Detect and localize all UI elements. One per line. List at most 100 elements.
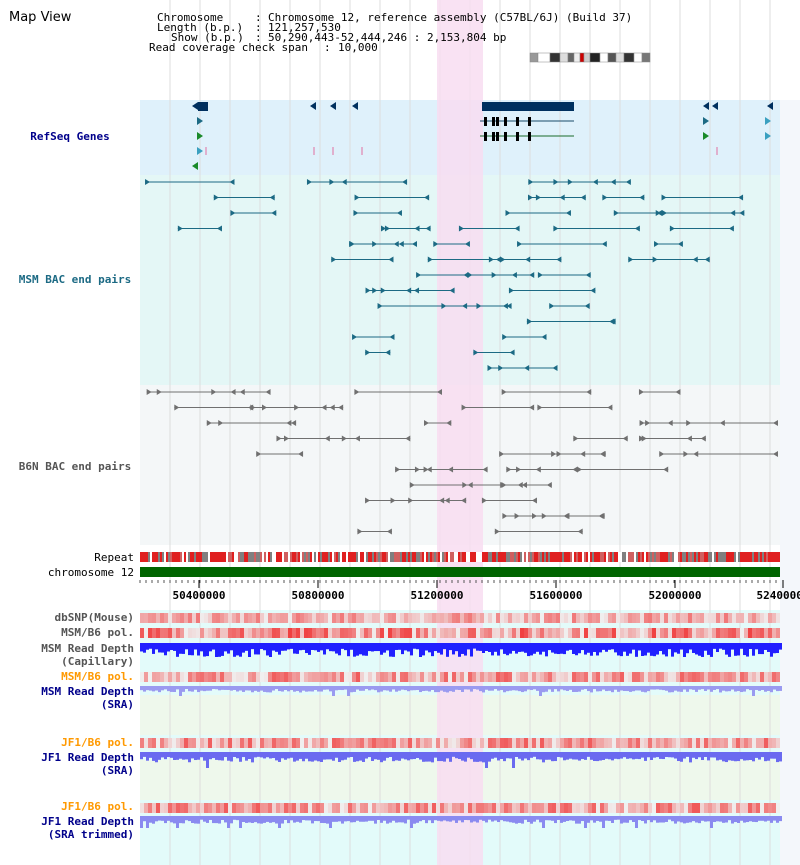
polymorphism-heat-cell xyxy=(188,803,192,813)
read-depth-bar xyxy=(263,686,266,692)
repeat-segment xyxy=(558,552,560,562)
read-depth-bar xyxy=(260,643,263,650)
read-depth-bar xyxy=(251,686,254,693)
polymorphism-heat-cell xyxy=(224,672,228,682)
repeat-segment xyxy=(282,552,284,562)
read-depth-bar xyxy=(167,752,170,758)
repeat-segment xyxy=(640,552,642,562)
read-depth-bar xyxy=(677,752,680,762)
read-depth-bar xyxy=(224,816,227,823)
polymorphism-heat-cell xyxy=(572,672,576,682)
polymorphism-heat-cell xyxy=(480,672,484,682)
polymorphism-heat-cell xyxy=(584,628,588,638)
read-depth-bar xyxy=(680,752,683,762)
b6n-bac-pair-end-icon xyxy=(256,451,262,457)
read-depth-bar xyxy=(677,686,680,692)
repeat-segment xyxy=(498,552,500,562)
read-depth-bar xyxy=(173,686,176,692)
read-depth-bar xyxy=(617,643,620,656)
read-depth-bar xyxy=(488,686,491,691)
read-depth-bar xyxy=(551,643,554,653)
polymorphism-heat-cell xyxy=(604,803,608,813)
read-depth-bar xyxy=(140,643,143,652)
read-depth-bar xyxy=(386,686,389,691)
read-depth-bar xyxy=(206,752,209,768)
read-depth-bar xyxy=(767,816,770,821)
polymorphism-heat-cell xyxy=(220,672,224,682)
repeat-segment xyxy=(442,552,444,562)
repeat-segment xyxy=(346,552,348,562)
polymorphism-heat-cell xyxy=(664,738,668,748)
read-depth-bar xyxy=(671,643,674,657)
polymorphism-heat-cell xyxy=(676,672,680,682)
polymorphism-heat-cell xyxy=(540,672,544,682)
polymorphism-heat-cell xyxy=(148,738,152,748)
track-label-msm-bac[interactable]: MSM BAC end pairs xyxy=(18,273,132,286)
repeat-segment xyxy=(244,552,246,562)
polymorphism-heat-cell xyxy=(620,628,624,638)
repeat-segment xyxy=(410,552,412,562)
read-depth-bar xyxy=(653,816,656,821)
polymorphism-heat-cell xyxy=(404,672,408,682)
read-depth-bar xyxy=(407,643,410,652)
read-depth-bar xyxy=(311,752,314,762)
msm-bac-pair-end-icon xyxy=(654,241,660,247)
repeat-segment xyxy=(194,552,196,562)
polymorphism-heat-cell xyxy=(600,803,604,813)
repeat-segment xyxy=(460,552,462,562)
read-depth-bar xyxy=(434,643,437,652)
read-depth-bar xyxy=(476,686,479,690)
read-depth-bar xyxy=(320,752,323,763)
polymorphism-heat-cell xyxy=(684,738,688,748)
read-depth-bar xyxy=(581,816,584,822)
gene-exon xyxy=(516,132,519,141)
read-depth-bar xyxy=(401,752,404,759)
read-depth-bar xyxy=(227,752,230,761)
read-depth-bar xyxy=(698,643,701,656)
polymorphism-heat-cell xyxy=(200,803,204,813)
chromosome-value: Chromosome 12, reference assembly (C57BL… xyxy=(268,11,633,24)
gene-arrow-icon xyxy=(192,162,198,170)
repeat-segment xyxy=(230,552,232,562)
track-label-refseq[interactable]: RefSeq Genes xyxy=(30,130,110,143)
repeat-segment xyxy=(146,552,148,562)
read-depth-bar xyxy=(365,686,368,690)
msm-bac-pair-end-icon xyxy=(380,287,386,294)
read-depth-bar xyxy=(521,686,524,693)
read-depth-bar xyxy=(362,816,365,822)
polymorphism-heat-cell xyxy=(284,613,288,623)
read-depth-bar xyxy=(776,816,779,823)
b6n-bac-pair-end-icon xyxy=(444,497,450,504)
read-depth-bar xyxy=(368,686,371,691)
read-depth-bar xyxy=(773,816,776,821)
read-depth-bar xyxy=(323,816,326,824)
track-label-b6n-bac[interactable]: B6N BAC end pairs xyxy=(18,460,132,473)
read-depth-bar xyxy=(263,643,266,651)
read-depth-bar xyxy=(200,686,203,691)
polymorphism-heat-cell xyxy=(688,672,692,682)
polymorphism-heat-cell xyxy=(140,803,144,813)
read-depth-bar xyxy=(305,752,308,759)
polymorphism-heat-cell xyxy=(484,628,488,638)
polymorphism-heat-cell xyxy=(456,628,460,638)
read-depth-bar xyxy=(488,752,491,762)
b6n-bac-pair-end-icon xyxy=(448,466,454,473)
read-depth-bar xyxy=(479,643,482,651)
polymorphism-heat-cell xyxy=(168,613,172,623)
read-depth-bar xyxy=(698,752,701,758)
polymorphism-heat-cell xyxy=(576,803,580,813)
read-depth-bar xyxy=(422,816,425,821)
read-depth-bar xyxy=(224,686,227,690)
repeat-segment xyxy=(686,552,688,562)
repeat-segment xyxy=(600,552,602,562)
b6n-bac-pair-end-icon xyxy=(262,404,268,411)
polymorphism-heat-cell xyxy=(368,672,372,682)
read-depth-bar xyxy=(614,816,617,820)
polymorphism-heat-cell xyxy=(728,738,732,748)
gene-exon xyxy=(484,117,487,126)
gene-exon xyxy=(492,132,495,141)
polymorphism-heat-cell xyxy=(508,803,512,813)
polymorphism-heat-cell xyxy=(164,738,168,748)
msm-bac-pair-end-icon xyxy=(306,179,312,185)
